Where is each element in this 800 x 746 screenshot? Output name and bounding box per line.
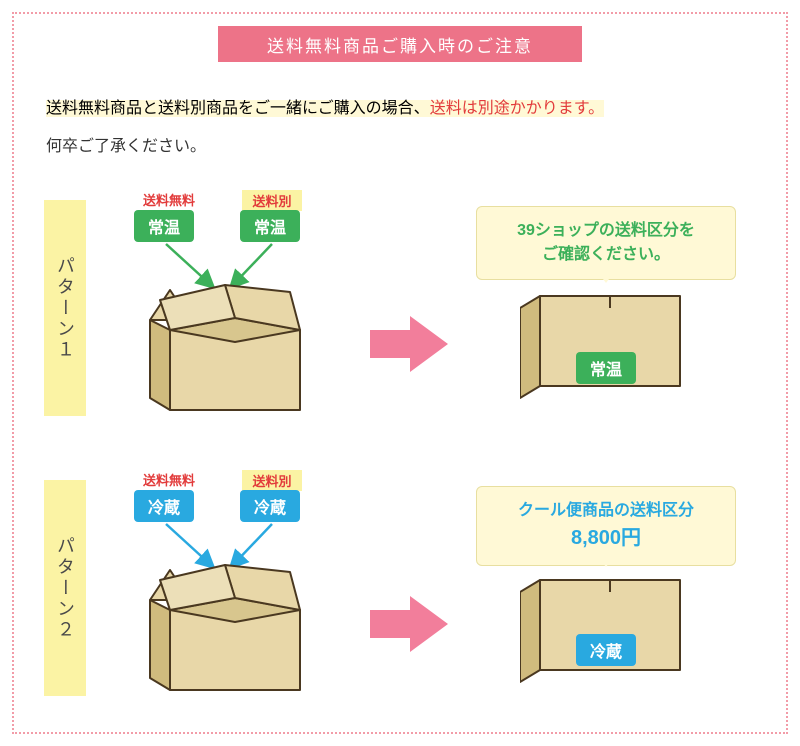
p2-big-arrow-icon [370,596,450,652]
p1-out-tag: 常温 [576,352,636,384]
p1-big-arrow-icon [370,316,450,372]
p2-out-tag: 冷蔵 [576,634,636,666]
lead-highlight: 送料無料商品と送料別商品をご一緒にご購入の場合、 [46,100,430,117]
p1-callout-l1: 39ショップの送料区分を [517,222,695,239]
p2-open-box-icon [140,560,330,710]
p1-open-box-icon [140,280,330,430]
title-bar: 送料無料商品ご購入時のご注意 [218,26,582,62]
lead-red: 送料は別途かかります。 [430,100,604,117]
p2-callout-l2: 8,800円 [571,527,641,549]
p2-closed-box-icon [520,570,690,690]
p2-callout-tail [594,551,618,567]
p1-closed-box-icon [520,286,690,406]
lead-line-1: 送料無料商品と送料別商品をご一緒にご購入の場合、送料は別途かかります。 [46,94,604,118]
p1-free-text: 送料無料 [134,190,204,209]
lead-line-2: 何卒ご了承ください。 [46,132,206,156]
p1-paid-text: 送料別 [242,190,302,211]
p2-callout-l1: クール便商品の送料区分 [518,502,694,519]
p2-free-text: 送料無料 [134,470,204,489]
title-text: 送料無料商品ご購入時のご注意 [267,32,533,57]
p1-callout-tail [594,267,618,283]
pattern-2-label: パターン２ [44,480,86,696]
p1-callout-l2: ご確認ください。 [542,246,670,263]
p2-paid-text: 送料別 [242,470,302,491]
pattern-1-label: パターン１ [44,200,86,416]
